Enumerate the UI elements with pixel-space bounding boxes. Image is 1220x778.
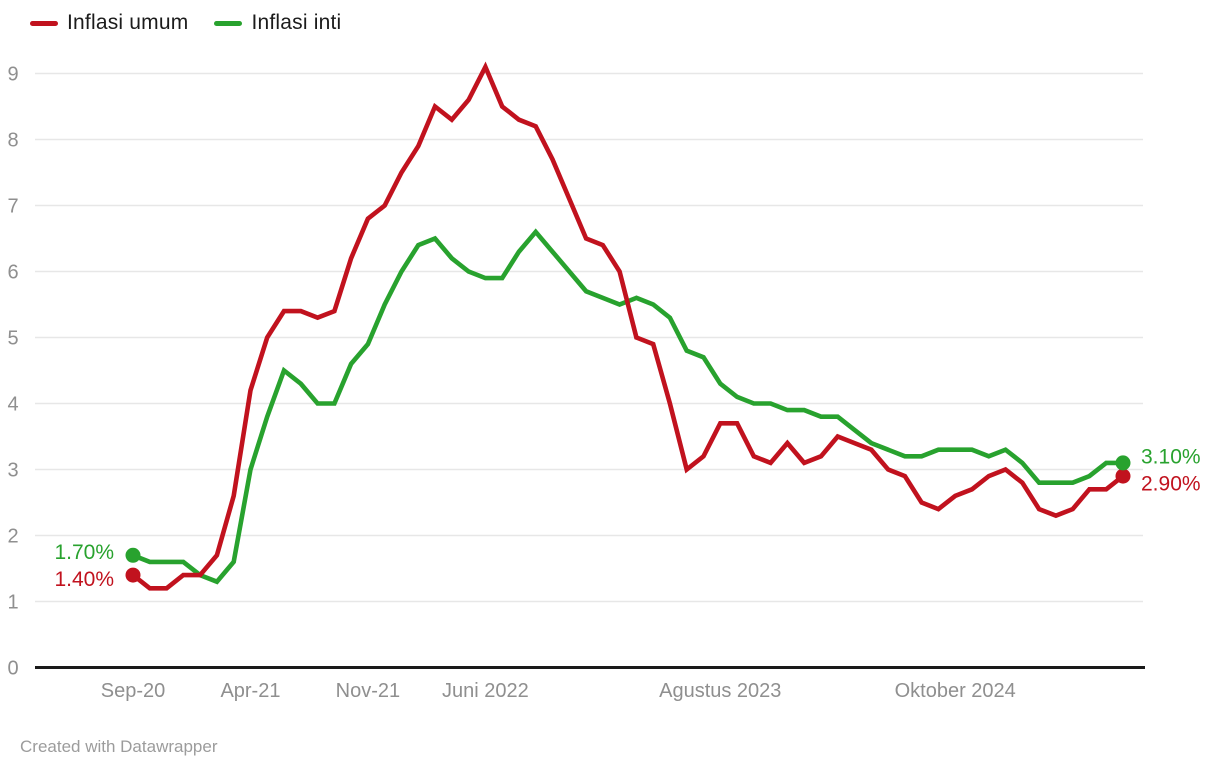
y-tick-label-1: 1: [7, 592, 18, 614]
datawrapper-attribution-link[interactable]: Created with Datawrapper: [20, 737, 218, 756]
endpoint-dot-start-inflasi-inti: [125, 547, 141, 563]
legend-item-inflasi-umum: Inflasi umum: [30, 11, 188, 35]
endpoint-dot-end-inflasi-inti: [1115, 455, 1131, 471]
x-tick-label-juni-2022: Juni 2022: [442, 680, 529, 702]
legend-swatch-green-icon: [214, 20, 243, 26]
x-tick-label-agustus-2023: Agustus 2023: [659, 680, 781, 702]
x-tick-label-nov-21: Nov-21: [336, 680, 400, 702]
y-tick-label-7: 7: [7, 196, 18, 218]
series-line-inflasi-umum: [131, 61, 1125, 591]
series-line-inflasi-inti: [132, 228, 1123, 585]
legend-item-inflasi-inti: Inflasi inti: [214, 11, 341, 35]
legend-label-umum: Inflasi umum: [67, 11, 189, 34]
value-label-start-inflasi-inti: 1.70%: [54, 541, 114, 564]
legend-swatch-red-icon: [30, 20, 58, 26]
y-tick-label-4: 4: [7, 394, 18, 416]
endpoint-dot-start-inflasi-umum: [125, 567, 141, 583]
legend: Inflasi umum Inflasi inti: [30, 11, 341, 35]
x-tick-label-apr-21: Apr-21: [220, 680, 280, 702]
y-tick-label-6: 6: [7, 262, 18, 284]
y-tick-label-3: 3: [7, 460, 18, 482]
value-label-end-inflasi-inti: 3.10%: [1141, 446, 1201, 469]
value-label-start-inflasi-umum: 1.40%: [54, 568, 114, 591]
value-label-end-inflasi-umum: 2.90%: [1141, 473, 1201, 496]
endpoint-dot-end-inflasi-umum: [1115, 468, 1131, 484]
x-tick-label-oktober-2024: Oktober 2024: [895, 680, 1016, 702]
legend-label-inti: Inflasi inti: [251, 11, 342, 34]
y-tick-label-2: 2: [7, 526, 18, 548]
y-tick-label-0: 0: [7, 658, 18, 680]
y-tick-label-8: 8: [7, 130, 18, 152]
y-tick-label-5: 5: [7, 328, 18, 350]
x-tick-label-sep-20: Sep-20: [101, 680, 166, 702]
y-tick-label-9: 9: [7, 64, 18, 86]
